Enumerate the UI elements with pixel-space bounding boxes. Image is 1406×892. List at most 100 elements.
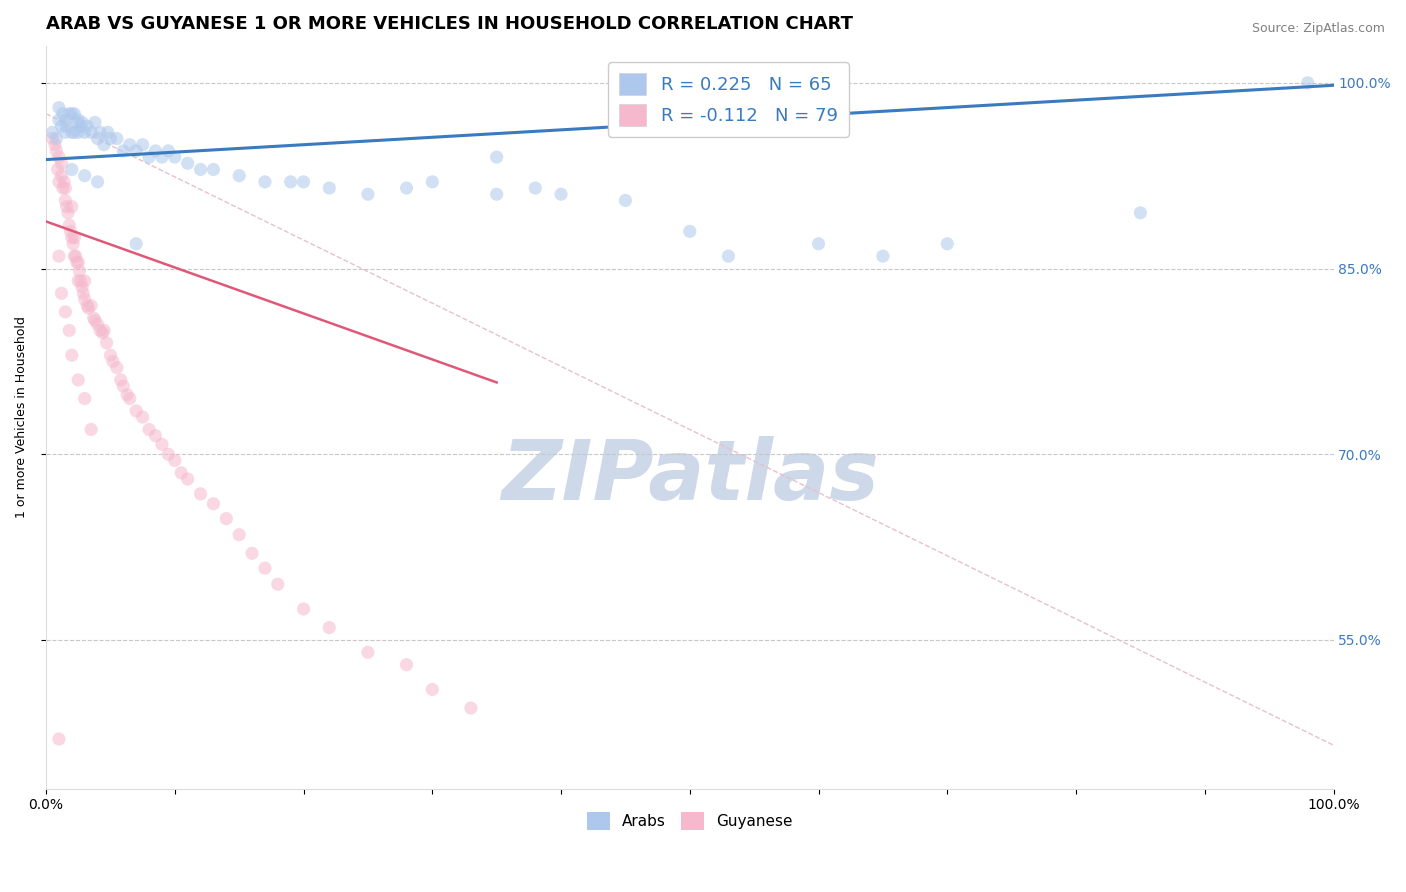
Point <box>41 125 63 139</box>
Point <box>357 187 380 202</box>
Point <box>60 348 83 362</box>
Point <box>105 131 128 145</box>
Point <box>157 447 180 461</box>
Point <box>51 286 73 301</box>
Point <box>936 236 959 251</box>
Point <box>83 311 105 326</box>
Point <box>51 169 73 183</box>
Point <box>63 125 86 139</box>
Point <box>59 224 82 238</box>
Point <box>45 131 67 145</box>
Point <box>614 194 637 208</box>
Point <box>163 150 186 164</box>
Point <box>118 137 141 152</box>
Point <box>93 137 115 152</box>
Point <box>125 404 148 418</box>
Point <box>55 119 77 133</box>
Text: Source: ZipAtlas.com: Source: ZipAtlas.com <box>1251 22 1385 36</box>
Point <box>89 125 111 139</box>
Point <box>65 249 87 263</box>
Point <box>420 682 443 697</box>
Point <box>131 410 153 425</box>
Point <box>51 156 73 170</box>
Point <box>86 317 108 331</box>
Point <box>97 125 120 139</box>
Point <box>89 323 111 337</box>
Point <box>157 144 180 158</box>
Point <box>93 323 115 337</box>
Point <box>807 236 830 251</box>
Point <box>228 527 250 541</box>
Point <box>176 472 198 486</box>
Point <box>118 392 141 406</box>
Point <box>53 305 76 319</box>
Point <box>60 200 83 214</box>
Point <box>420 175 443 189</box>
Point <box>110 373 132 387</box>
Point <box>150 150 173 164</box>
Point <box>96 335 118 350</box>
Point <box>215 511 238 525</box>
Point <box>77 301 100 315</box>
Point <box>125 144 148 158</box>
Point <box>105 360 128 375</box>
Point <box>60 107 83 121</box>
Point <box>91 326 114 340</box>
Text: ARAB VS GUYANESE 1 OR MORE VEHICLES IN HOUSEHOLD CORRELATION CHART: ARAB VS GUYANESE 1 OR MORE VEHICLES IN H… <box>46 15 853 33</box>
Point <box>190 487 212 501</box>
Point <box>115 388 138 402</box>
Point <box>86 131 108 145</box>
Point <box>228 169 250 183</box>
Point <box>48 731 70 746</box>
Point <box>55 200 77 214</box>
Point <box>60 162 83 177</box>
Point <box>138 422 160 436</box>
Point <box>318 181 340 195</box>
Point <box>100 348 122 362</box>
Point <box>80 422 103 436</box>
Point <box>73 392 96 406</box>
Point <box>524 181 547 195</box>
Point <box>112 379 135 393</box>
Point <box>395 657 418 672</box>
Point <box>131 137 153 152</box>
Point <box>395 181 418 195</box>
Point <box>125 236 148 251</box>
Point <box>45 144 67 158</box>
Point <box>53 125 76 139</box>
Point <box>52 107 75 121</box>
Point <box>70 115 93 129</box>
Point <box>41 131 63 145</box>
Point <box>1296 76 1319 90</box>
Legend: Arabs, Guyanese: Arabs, Guyanese <box>581 805 799 837</box>
Point <box>69 264 91 278</box>
Point <box>69 119 91 133</box>
Point <box>357 645 380 659</box>
Point <box>80 125 103 139</box>
Point <box>84 115 107 129</box>
Point <box>63 107 86 121</box>
Y-axis label: 1 or more Vehicles in Household: 1 or more Vehicles in Household <box>15 316 28 518</box>
Point <box>100 131 122 145</box>
Point <box>56 206 79 220</box>
Point <box>138 150 160 164</box>
Point <box>1129 206 1152 220</box>
Point <box>163 453 186 467</box>
Point <box>318 621 340 635</box>
Point <box>150 437 173 451</box>
Point <box>63 230 86 244</box>
Point <box>58 218 80 232</box>
Point <box>67 112 90 127</box>
Point <box>48 175 70 189</box>
Point <box>460 701 482 715</box>
Point <box>62 236 84 251</box>
Point <box>44 137 66 152</box>
Point <box>485 150 508 164</box>
Point <box>66 255 89 269</box>
Point <box>70 280 93 294</box>
Point <box>80 299 103 313</box>
Point <box>176 156 198 170</box>
Point <box>550 187 572 202</box>
Text: ZIPatlas: ZIPatlas <box>501 436 879 517</box>
Point <box>48 249 70 263</box>
